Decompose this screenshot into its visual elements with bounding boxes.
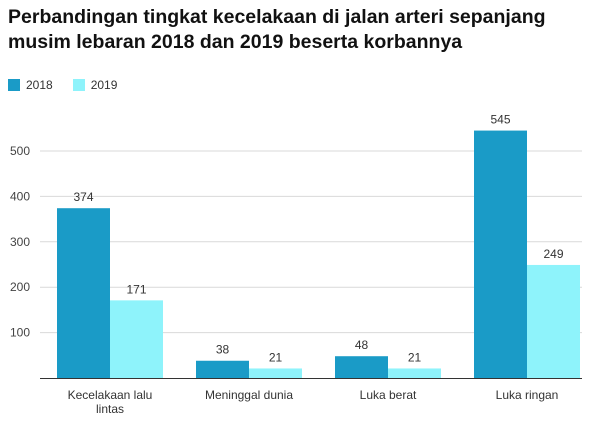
data-label: 374 [73, 190, 93, 204]
legend-swatch-2018 [8, 79, 20, 91]
legend-swatch-2019 [72, 79, 85, 91]
bar [110, 300, 163, 378]
legend-item-2019: 2019 [72, 78, 118, 92]
data-label: 48 [355, 338, 369, 352]
data-label: 21 [408, 350, 422, 364]
x-tick-label: Luka berat [360, 388, 417, 402]
data-label: 545 [490, 113, 510, 127]
bar [249, 368, 302, 378]
data-label: 21 [269, 350, 283, 364]
y-tick-label: 200 [10, 280, 30, 294]
x-tick-label: Luka ringan [496, 388, 559, 402]
bar [474, 130, 527, 378]
bar [57, 208, 110, 378]
bar [527, 264, 580, 378]
y-tick-label: 400 [10, 189, 30, 203]
data-label: 249 [543, 247, 563, 261]
data-label: 38 [216, 343, 230, 357]
y-tick-label: 300 [10, 235, 30, 249]
bar [388, 368, 441, 378]
legend: 2018 2019 [8, 78, 137, 92]
legend-item-2018: 2018 [8, 78, 53, 92]
bar [196, 360, 249, 378]
legend-label-2019: 2019 [90, 78, 118, 92]
y-tick-label: 100 [10, 326, 30, 340]
data-label: 171 [126, 282, 146, 296]
x-tick-label: Meninggal dunia [205, 388, 293, 402]
x-tick-label: lintas [96, 402, 124, 416]
y-tick-label: 500 [10, 144, 30, 158]
x-tick-label: Kecelakaan lalu [68, 388, 153, 402]
legend-label-2018: 2018 [26, 78, 53, 92]
bar [335, 356, 388, 378]
chart-title: Perbandingan tingkat kecelakaan di jalan… [8, 6, 546, 53]
